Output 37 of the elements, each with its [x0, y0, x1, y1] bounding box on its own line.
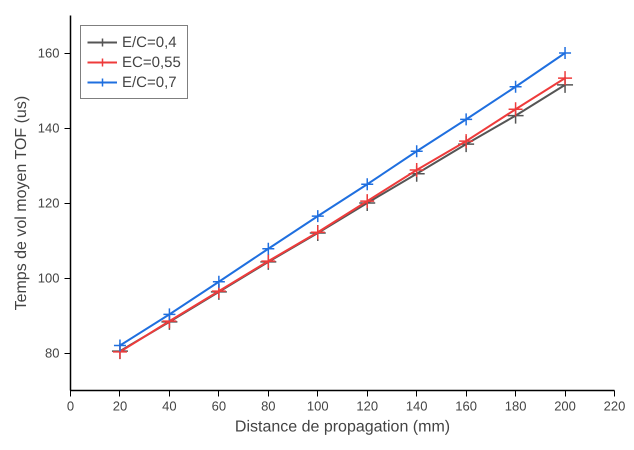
y-tick-label: 100 [38, 270, 60, 286]
x-tick-label: 40 [162, 398, 177, 414]
point [212, 275, 226, 288]
point [458, 133, 474, 149]
legend-label: E/C=0,7 [122, 74, 177, 90]
legend-label: EC=0,55 [122, 54, 181, 70]
x-tick-label: 80 [261, 398, 276, 414]
y-tick-label: 140 [38, 120, 60, 136]
point [359, 193, 375, 209]
x-tick-label: 0 [66, 398, 74, 414]
x-tick-label: 140 [406, 398, 428, 414]
point [408, 162, 424, 178]
x-tick-label: 180 [504, 398, 526, 414]
y-tick-label: 160 [38, 46, 60, 60]
point [558, 46, 572, 60]
point [162, 308, 176, 322]
point [508, 102, 524, 117]
legend-label: E/C=0,4 [122, 34, 177, 50]
point [557, 70, 573, 86]
point [459, 112, 473, 126]
point [360, 178, 374, 191]
y-tick-label: 80 [45, 346, 60, 360]
x-tick-label: 160 [455, 398, 477, 414]
point [311, 209, 325, 223]
point [262, 242, 276, 256]
x-tick-label: 220 [604, 398, 626, 414]
point [410, 144, 424, 158]
y-tick-label: 120 [38, 196, 60, 210]
x-tick-label: 100 [306, 398, 329, 414]
x-tick-label: 120 [356, 398, 378, 414]
x-tick-label: 60 [212, 398, 226, 414]
x-tick-label: 20 [112, 398, 128, 414]
x-tick-label: 200 [554, 398, 576, 414]
x-axis-title: Distance de propagation (mm) [234, 418, 450, 436]
y-axis-title: Temps de vol moyen TOF (us) [12, 96, 30, 310]
point [508, 80, 522, 94]
point [113, 338, 127, 352]
